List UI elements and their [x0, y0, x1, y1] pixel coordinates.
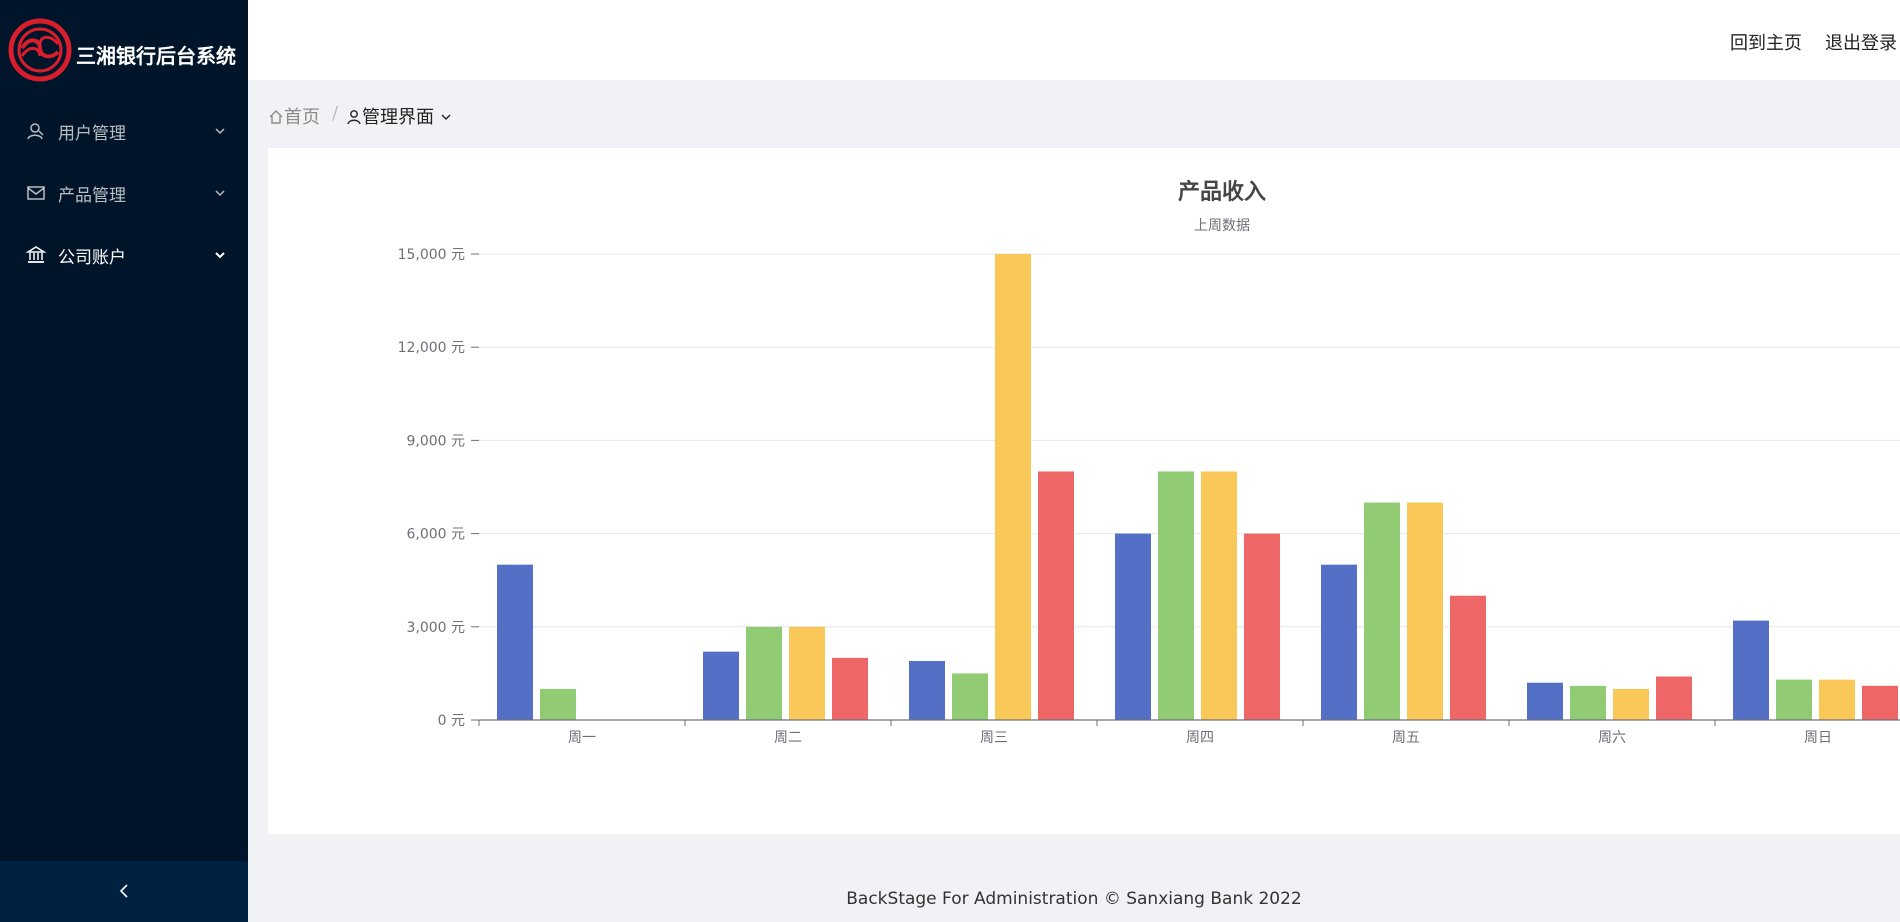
bar-3-0[interactable] [1115, 533, 1151, 720]
x-tick-label: 周二 [774, 730, 802, 746]
bar-2-3[interactable] [1038, 471, 1074, 720]
bar-2-0[interactable] [909, 660, 945, 720]
bar-1-3[interactable] [832, 657, 868, 720]
x-tick-label: 周三 [980, 730, 1008, 746]
top-header: 回到主页 退出登录 [248, 0, 1900, 80]
breadcrumb-current-label: 管理界面 [362, 107, 434, 128]
chevron-left-icon[interactable] [116, 882, 132, 900]
chevron-down-icon [215, 128, 225, 135]
bank-icon [26, 246, 46, 263]
home-link[interactable]: 回到主页 [1730, 33, 1802, 54]
y-tick-label: 12,000 元 [398, 340, 465, 356]
bar-5-0[interactable] [1527, 682, 1563, 720]
bar-2-2[interactable] [995, 254, 1031, 720]
bar-5-2[interactable] [1613, 688, 1649, 720]
y-tick-label: 15,000 元 [398, 247, 465, 263]
bar-5-1[interactable] [1570, 685, 1606, 720]
bar-4-1[interactable] [1364, 502, 1400, 720]
brand[interactable]: 三湘银行后台系统 [0, 0, 248, 100]
x-tick-label: 周一 [568, 730, 596, 746]
bank-logo-icon [8, 18, 72, 82]
chevron-down-icon [441, 114, 451, 120]
bar-4-2[interactable] [1407, 502, 1443, 720]
sidebar-item-label: 产品管理 [58, 186, 126, 206]
chevron-down-icon [215, 252, 225, 259]
y-tick-label: 9,000 元 [406, 433, 465, 449]
x-tick-label: 周五 [1392, 730, 1420, 746]
x-tick-label: 周日 [1804, 730, 1832, 746]
x-tick-label: 周四 [1186, 730, 1214, 746]
bar-6-2[interactable] [1819, 679, 1855, 720]
sidebar-item-label: 用户管理 [58, 124, 126, 144]
chart-subtitle: 上周数据 [1194, 218, 1250, 234]
bar-0-1[interactable] [540, 688, 576, 720]
footer-text: BackStage For Administration © Sanxiang … [846, 889, 1302, 909]
chevron-down-icon [215, 190, 225, 197]
bar-3-1[interactable] [1158, 471, 1194, 720]
y-tick-label: 0 元 [438, 713, 465, 729]
mail-icon [27, 186, 45, 200]
x-tick-label: 周六 [1598, 730, 1626, 746]
breadcrumb-current[interactable]: 管理界面 [346, 103, 452, 129]
brand-title: 三湘银行后台系统 [76, 44, 236, 68]
chart-title: 产品收入 [1178, 179, 1266, 205]
bar-1-0[interactable] [703, 651, 739, 720]
bar-1-2[interactable] [789, 626, 825, 720]
bar-chart: 产品收入 上周数据 0 元 3,000 元 6,000 元 9,000 元 12,000… [398, 179, 1900, 746]
user-icon [347, 110, 361, 125]
bar-2-1[interactable] [952, 673, 988, 720]
sidebar-collapse-button[interactable] [0, 861, 248, 922]
sidebar-item-label: 公司账户 [58, 248, 126, 268]
bar-4-0[interactable] [1321, 564, 1357, 720]
logout-link[interactable]: 退出登录 [1825, 33, 1897, 54]
bar-6-1[interactable] [1776, 679, 1812, 720]
sidebar-item-user-management[interactable]: 用户管理 [0, 103, 248, 159]
home-icon [269, 110, 283, 124]
breadcrumb-home-label: 首页 [284, 107, 320, 128]
bar-6-0[interactable] [1733, 620, 1769, 720]
bar-3-3[interactable] [1244, 533, 1280, 720]
bar-1-1[interactable] [746, 626, 782, 720]
user-icon [27, 123, 44, 140]
sidebar-item-company-account[interactable]: 公司账户 [0, 227, 248, 283]
y-tick-label: 6,000 元 [406, 527, 465, 543]
breadcrumb-home[interactable]: 首页 [268, 103, 320, 129]
bar-3-2[interactable] [1201, 471, 1237, 720]
bar-5-3[interactable] [1656, 676, 1692, 720]
sidebar: 三湘银行后台系统 用户管理 产品管理 公司账户 [0, 0, 248, 922]
bar-0-0[interactable] [497, 564, 533, 720]
bar-6-3[interactable] [1862, 685, 1898, 720]
sidebar-item-product-management[interactable]: 产品管理 [0, 165, 248, 221]
bar-4-3[interactable] [1450, 595, 1486, 720]
chart-card: 产品收入 上周数据 0 元 3,000 元 6,000 元 9,000 元 12,000… [268, 148, 1900, 834]
breadcrumb-separator: / [332, 103, 339, 124]
y-tick-label: 3,000 元 [406, 620, 465, 636]
